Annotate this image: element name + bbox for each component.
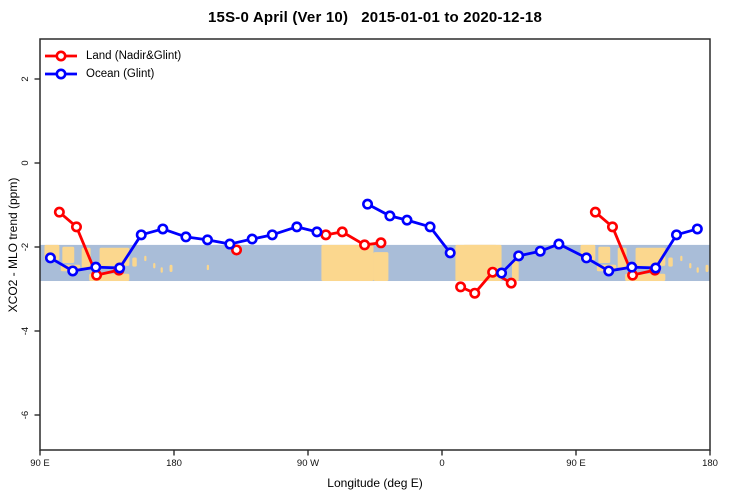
y-tick-label: -4 [20, 327, 31, 335]
x-tick-label: 90 E [30, 458, 50, 469]
data-point-ocean [157, 223, 169, 235]
data-point-land [469, 287, 481, 299]
data-point-ocean [311, 226, 323, 238]
data-point-ocean [384, 210, 396, 222]
map-band-land-patch [321, 244, 374, 282]
data-point-ocean [291, 221, 303, 233]
data-point-ocean [224, 238, 236, 250]
series-line-land [324, 230, 383, 247]
map-band-land-patch [705, 264, 709, 272]
map-band-land-patch [169, 264, 173, 272]
x-tick-label: 90 E [566, 458, 586, 469]
data-point-ocean [246, 233, 258, 245]
map-band-land-patch [373, 252, 389, 282]
data-point-ocean [691, 223, 703, 235]
map-band-land-patch [153, 262, 156, 269]
map-band-land-patch [680, 255, 683, 262]
y-axis-title: XCO2 - MLO trend (ppm) [6, 177, 20, 313]
legend-label-ocean: Ocean (Glint) [86, 68, 155, 80]
x-tick-label: 0 [439, 458, 444, 469]
data-point-ocean [496, 267, 508, 279]
data-point-land [589, 206, 601, 218]
map-band-land-patch [144, 255, 147, 262]
chart-title: 15S-0 April (Ver 10) 2015-01-01 to 2020-… [207, 9, 543, 26]
map-band-land-patch [696, 267, 699, 273]
plot-border [39, 38, 711, 451]
data-point-land [70, 221, 82, 233]
legend-label-land: Land (Nadir&Glint) [86, 50, 182, 62]
data-point-land [336, 226, 348, 238]
map-band-land-patch [160, 267, 163, 273]
data-point-ocean [44, 252, 56, 264]
map-band-land-patch [689, 262, 692, 269]
legend-swatch-ocean-icon [45, 68, 77, 80]
data-point-land [320, 229, 332, 241]
data-point-land [606, 221, 618, 233]
series-line-land [593, 210, 657, 277]
data-point-ocean [670, 229, 682, 241]
data-point-land [505, 277, 517, 289]
data-point-ocean [202, 234, 214, 246]
data-point-ocean [114, 262, 126, 274]
data-point-ocean [553, 238, 565, 250]
data-point-land [359, 239, 371, 251]
data-point-ocean [650, 262, 662, 274]
x-tick-label: 180 [166, 458, 182, 469]
y-tick-label: -2 [20, 243, 31, 251]
map-band-land-patch [99, 247, 130, 266]
data-point-ocean [580, 252, 592, 264]
data-point-ocean [603, 265, 615, 277]
x-axis-title: Longitude (deg E) [327, 476, 423, 490]
legend: Land (Nadir&Glint) Ocean (Glint) [44, 47, 181, 83]
data-point-land [487, 266, 499, 278]
data-point-ocean [135, 229, 147, 241]
x-tick-label: 90 W [297, 458, 319, 469]
data-point-ocean [513, 250, 525, 262]
data-point-ocean [362, 198, 374, 210]
data-point-ocean [626, 261, 638, 273]
data-point-land [455, 281, 467, 293]
map-band-land-patch [598, 246, 611, 263]
x-tick-label: 180 [702, 458, 718, 469]
data-point-ocean [444, 247, 456, 259]
legend-item-land: Land (Nadir&Glint) [44, 47, 181, 65]
data-point-ocean [401, 214, 413, 226]
map-band-land-patch [511, 261, 519, 282]
legend-item-ocean: Ocean (Glint) [44, 65, 181, 83]
y-tick-label: 2 [20, 76, 31, 81]
data-point-ocean [424, 221, 436, 233]
data-point-ocean [534, 245, 546, 257]
map-band-land-patch [132, 257, 137, 267]
map-band-land-patch [668, 257, 673, 267]
data-point-ocean [90, 261, 102, 273]
series-line-ocean [500, 227, 699, 275]
y-tick-label: -6 [20, 411, 31, 419]
map-band-land-patch [206, 264, 209, 271]
data-point-ocean [266, 229, 278, 241]
map-band-land-patch [635, 247, 666, 266]
data-point-land [375, 237, 387, 249]
data-point-ocean [180, 231, 192, 243]
data-point-land [231, 244, 243, 256]
data-point-land [53, 206, 65, 218]
y-tick-label: 0 [20, 160, 31, 165]
series-line-land [57, 210, 121, 277]
data-point-ocean [67, 265, 79, 277]
map-band-land-patch [62, 246, 75, 263]
legend-swatch-land-icon [45, 50, 77, 62]
